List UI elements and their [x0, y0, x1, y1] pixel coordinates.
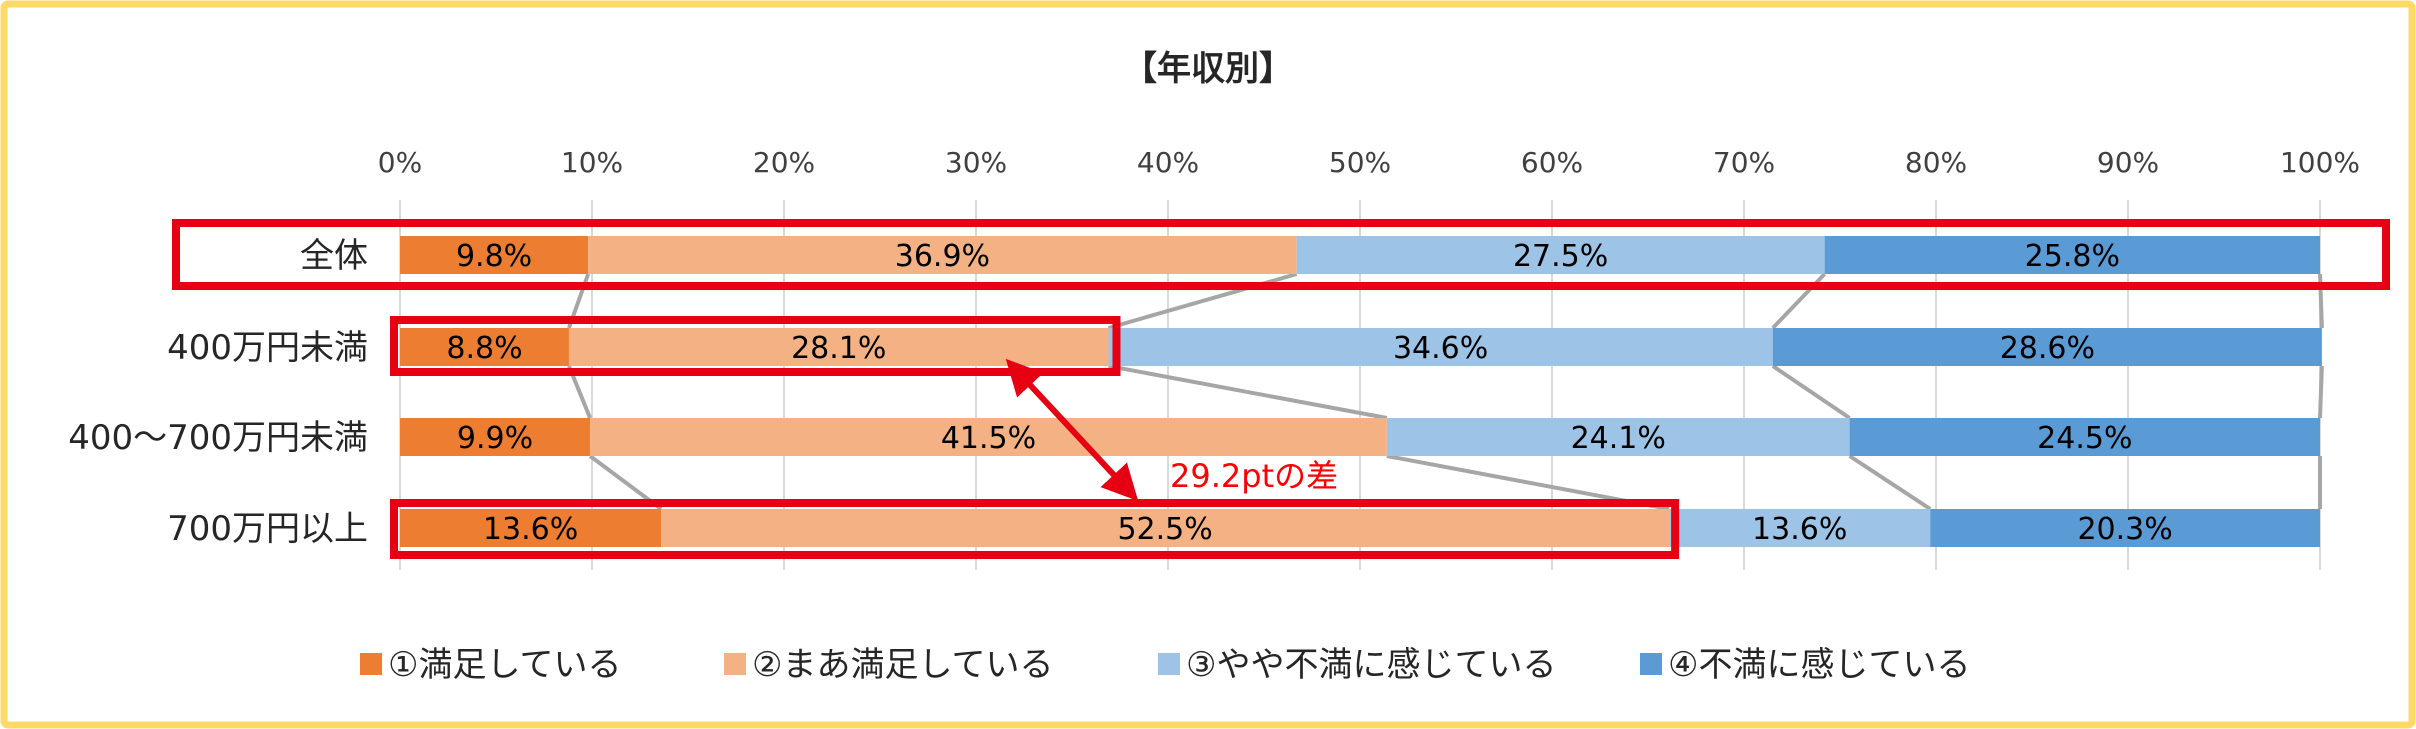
bar-segment: [1386, 418, 1850, 456]
annotation-label: 29.2ptの差: [1170, 457, 1338, 495]
series-line: [1108, 364, 1388, 420]
data-label: 13.6%: [483, 512, 578, 547]
data-label: 24.1%: [1571, 421, 1666, 456]
difference-arrow: [1005, 358, 1139, 502]
data-label: 9.9%: [457, 421, 533, 456]
data-label: 52.5%: [1117, 512, 1212, 547]
bar-segment: [590, 418, 1387, 456]
data-label: 27.5%: [1513, 239, 1608, 274]
x-tick-label: 40%: [1137, 146, 1199, 179]
bar-segment: [1108, 328, 1773, 366]
data-label: 24.5%: [2037, 421, 2132, 456]
bar-segment: [400, 236, 589, 274]
x-axis-tick-labels: 0% 10% 20% 30% 40% 50% 60% 70% 80% 90% 100%: [378, 146, 2360, 179]
x-tick-label: 30%: [945, 146, 1007, 179]
bar-segment: [400, 509, 662, 547]
highlight-box-under-400: [390, 316, 1121, 376]
data-label: 9.8%: [456, 239, 532, 274]
data-label: 36.9%: [895, 239, 990, 274]
x-tick-label: 100%: [2280, 146, 2360, 179]
bar-segment: [400, 328, 569, 366]
category-label: 全体: [300, 236, 368, 276]
bar-segment: [1824, 236, 2320, 274]
legend-swatch: [360, 653, 382, 675]
bar-segment: [1849, 418, 2320, 456]
bar-segment: [1772, 328, 2322, 366]
series-line: [1848, 454, 1932, 511]
data-label: 25.8%: [2025, 239, 2120, 274]
series-line: [2318, 365, 2324, 419]
data-label: 41.5%: [941, 421, 1036, 456]
category-label: 400～700万円未満: [68, 418, 368, 458]
data-label: 20.3%: [2077, 512, 2172, 547]
x-tick-label: 20%: [753, 146, 815, 179]
category-label: 700万円以上: [167, 509, 368, 549]
x-tick-label: 10%: [561, 146, 623, 179]
x-tick-label: 80%: [1905, 146, 1967, 179]
series-line: [1771, 364, 1851, 420]
legend-swatch: [1640, 653, 1662, 675]
bar-segment: [400, 418, 591, 456]
category-label: 400万円未満: [167, 328, 368, 368]
legend-label: ④不満に感じている: [1668, 645, 1970, 685]
data-label: 28.1%: [791, 331, 886, 366]
highlight-boxes: [172, 219, 2390, 559]
x-tick-label: 70%: [1713, 146, 1775, 179]
data-label: 28.6%: [2000, 331, 2095, 366]
data-label: 13.6%: [1752, 512, 1847, 547]
difference-annotation: 29.2ptの差: [1005, 358, 1338, 502]
highlight-box-over-700: [390, 499, 1680, 559]
legend-swatch: [724, 653, 746, 675]
data-label: 8.8%: [446, 331, 522, 366]
bar-segment: [661, 509, 1670, 547]
category-labels: 全体 400万円未満 400～700万円未満 700万円以上: [68, 236, 368, 549]
bar-segment: [588, 236, 1297, 274]
bar-segment: [1669, 509, 1931, 547]
legend-swatch: [1158, 653, 1180, 675]
legend: ①満足している ②まあ満足している ③やや不満に感じている ④不満に感じている: [360, 645, 1970, 685]
legend-label: ②まあ満足している: [752, 645, 1053, 685]
x-tick-label: 60%: [1521, 146, 1583, 179]
legend-label: ①満足している: [388, 645, 621, 685]
chart-title: 【年収別】: [1123, 49, 1293, 89]
x-tick-label: 50%: [1329, 146, 1391, 179]
bars: 9.8% 36.9% 27.5% 25.8% 8.8% 28.1% 34.6% 28.6% 9.…: [400, 236, 2322, 547]
bar-segment: [1296, 236, 1825, 274]
x-tick-label: 90%: [2097, 146, 2159, 179]
highlight-box-total: [172, 219, 2390, 290]
x-tick-label: 0%: [378, 146, 422, 179]
data-label: 34.6%: [1393, 331, 1488, 366]
legend-label: ③やや不満に感じている: [1186, 645, 1556, 685]
bar-segment: [1930, 509, 2320, 547]
